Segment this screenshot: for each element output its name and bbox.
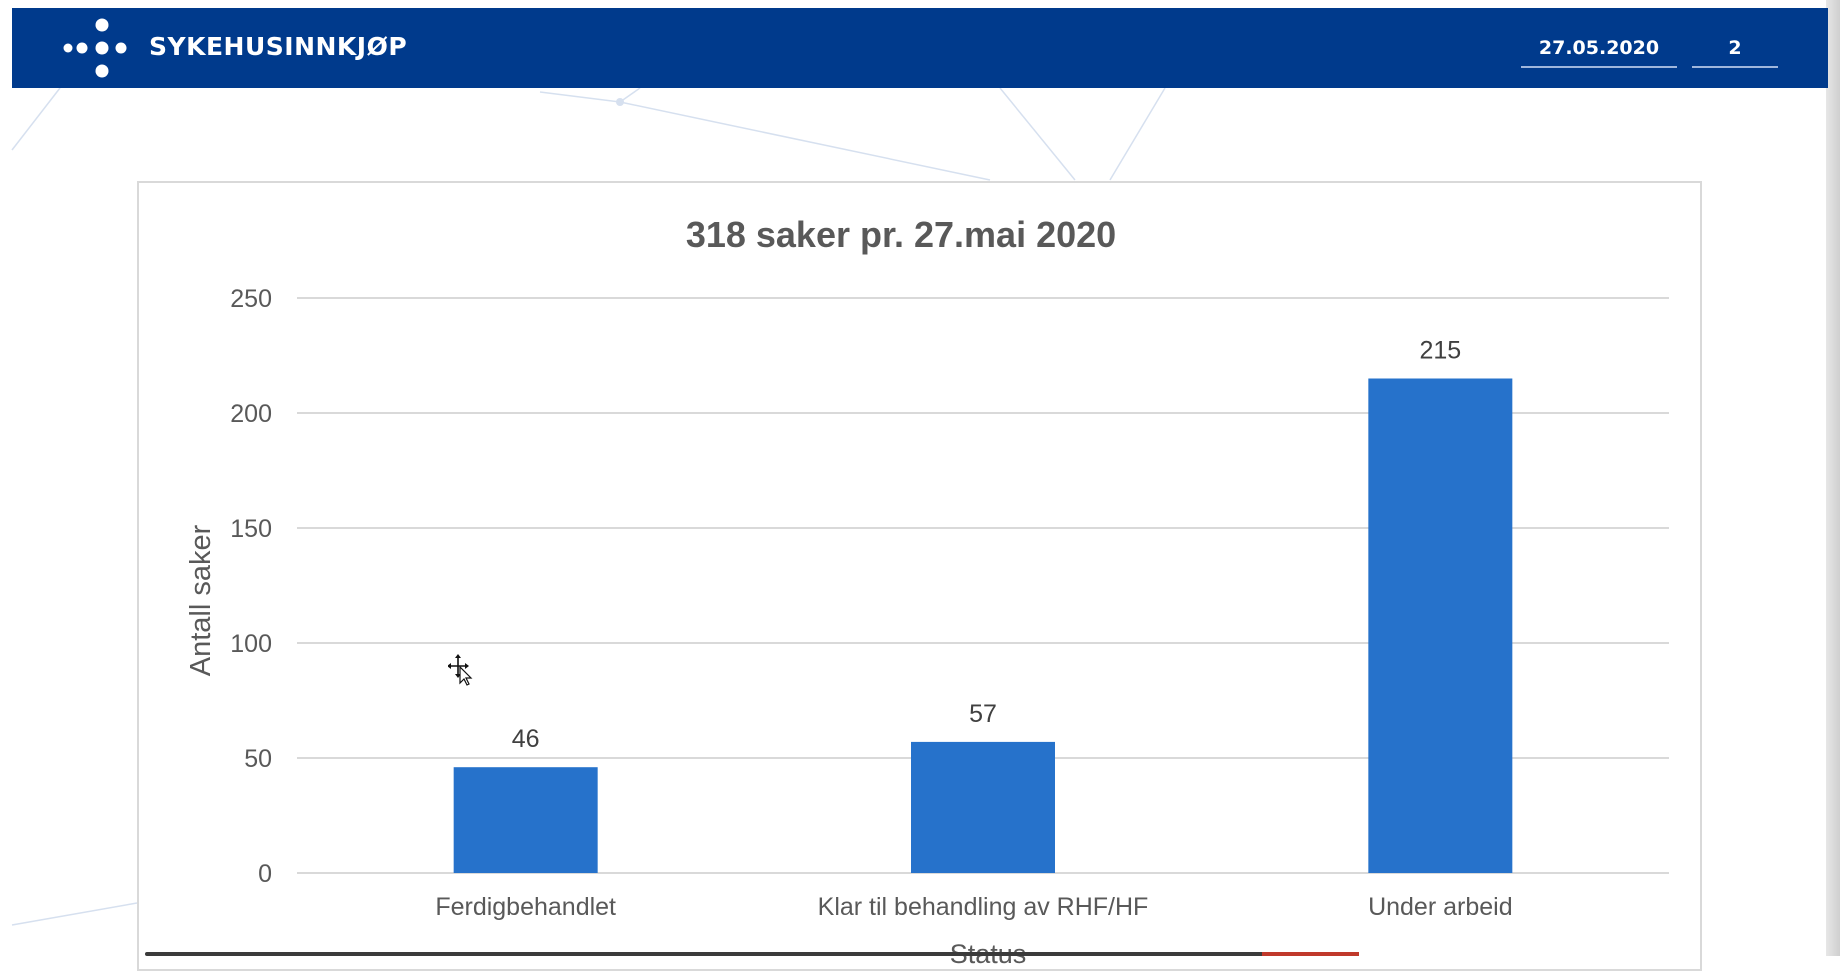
data-label: 215 xyxy=(1419,337,1461,365)
x-tick-label: Klar til behandling av RHF/HF xyxy=(818,893,1149,921)
right-edge-strip xyxy=(1826,0,1840,956)
dots-cross-logo-icon xyxy=(63,18,127,78)
header-date: 27.05.2020 xyxy=(1521,30,1677,68)
data-label: 57 xyxy=(969,700,997,728)
bar-0 xyxy=(453,767,598,873)
y-tick-label: 0 xyxy=(258,860,272,888)
header-page-number: 2 xyxy=(1692,30,1778,68)
y-tick-label: 50 xyxy=(244,745,272,773)
bar-2 xyxy=(1368,378,1513,873)
y-tick-label: 150 xyxy=(230,515,272,543)
bottom-bar-marker xyxy=(1262,952,1359,956)
move-cursor-icon xyxy=(448,654,473,686)
y-tick-label: 250 xyxy=(230,285,272,313)
brand-name: SYKEHUSINNKJØP xyxy=(149,32,408,61)
y-tick-label: 200 xyxy=(230,400,272,428)
bottom-scroll-bar[interactable] xyxy=(145,952,1359,956)
x-tick-label: Under arbeid xyxy=(1368,893,1513,921)
header-bar: SYKEHUSINNKJØP xyxy=(12,8,1828,88)
x-tick-label: Ferdigbehandlet xyxy=(435,893,616,921)
y-tick-label: 100 xyxy=(230,630,272,658)
bar-chart: 318 saker pr. 27.mai 2020 0 50 100 150 200 250… xyxy=(185,214,1669,969)
data-label: 46 xyxy=(512,725,540,753)
chart-title: 318 saker pr. 27.mai 2020 xyxy=(686,214,1116,255)
chart-frame: 318 saker pr. 27.mai 2020 0 50 100 150 200 250… xyxy=(137,181,1702,971)
bar-1 xyxy=(911,741,1055,873)
y-axis-label: Antall saker xyxy=(185,524,217,676)
